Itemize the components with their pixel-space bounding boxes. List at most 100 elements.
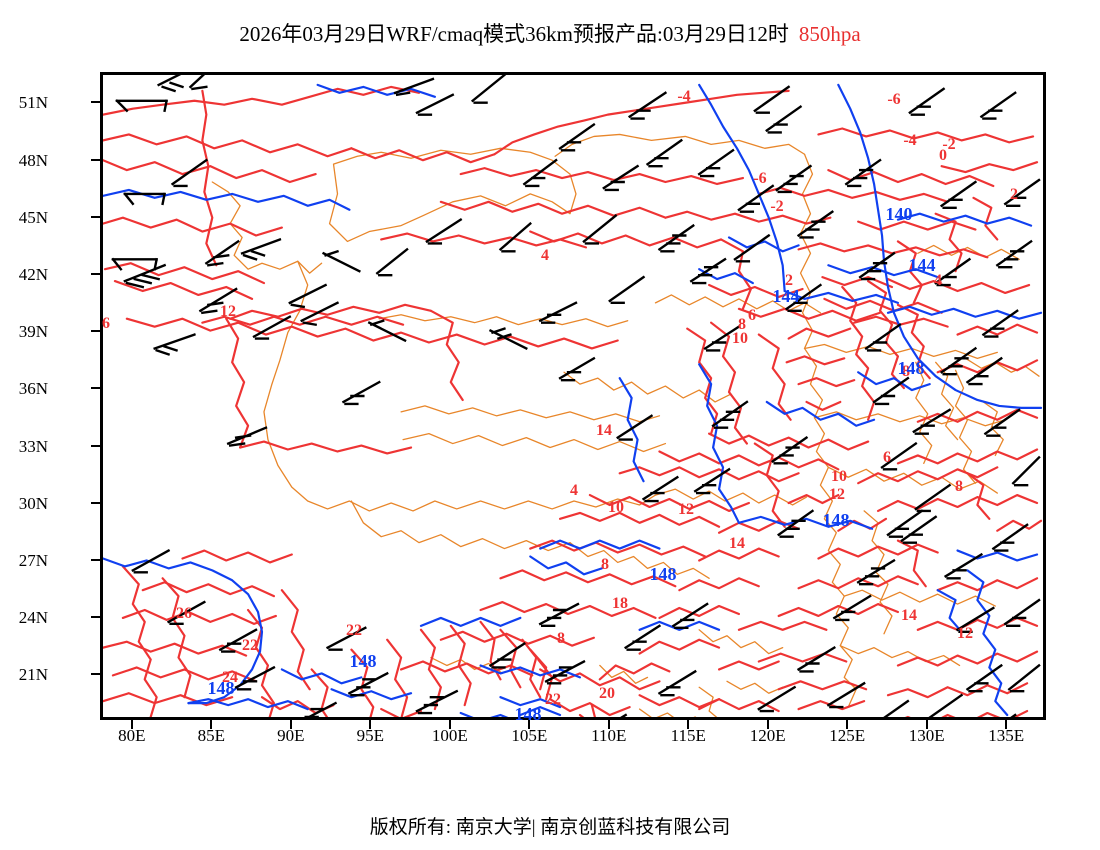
temperature-contour-label: -4: [677, 88, 691, 105]
temperature-contour-label: 8: [955, 478, 963, 495]
x-axis-tick-label: 125E: [829, 726, 866, 745]
y-axis-tick-label: 24N: [18, 608, 48, 628]
wind-barb-layer: [111, 75, 1041, 717]
y-axis-tick-mark: [91, 387, 100, 390]
height-contour-label: 148: [207, 678, 235, 698]
y-axis-tick-label: 45N: [18, 207, 48, 227]
temperature-contour-label: 4: [570, 482, 578, 499]
y-axis-tick-label: 39N: [18, 322, 48, 342]
temperature-contour-label: 4: [541, 247, 549, 264]
temperature-contour-label: 12: [957, 625, 973, 642]
x-axis-tick-mark: [766, 720, 769, 729]
y-axis-tick-mark: [91, 673, 100, 676]
y-axis-tick-label: 51N: [18, 93, 48, 113]
temperature-contour-label: 14: [729, 535, 745, 552]
x-axis-tick-label: 135E: [988, 726, 1025, 745]
coastline-layer: [211, 133, 1040, 717]
x-axis-tick-label: 85E: [197, 726, 225, 745]
x-axis-tick-label: 110E: [591, 726, 627, 745]
y-axis-tick-label: 27N: [18, 550, 48, 570]
temperature-contour-label: 8: [557, 630, 565, 647]
title-main-text: 2026年03月29日WRF/cmaq模式36km预报产品:03月29日12时: [239, 22, 789, 46]
weather-map-plot-area: [100, 72, 1046, 720]
temperature-contour-label: 2: [1010, 186, 1018, 203]
temperature-contour-label: 2: [785, 272, 793, 289]
y-axis-tick-mark: [91, 273, 100, 276]
temperature-contour-label: 10: [831, 468, 847, 485]
title-level-text: 850hpa: [798, 22, 861, 46]
x-axis-tick-label: 115E: [670, 726, 706, 745]
temperature-contour-label: 0: [939, 147, 947, 164]
x-axis-tick-mark: [289, 720, 292, 729]
temperature-contour-label: 22: [346, 622, 362, 639]
temperature-contour-label: -6: [887, 91, 901, 108]
x-axis-tick-label: 130E: [908, 726, 945, 745]
map-canvas: [103, 75, 1043, 717]
y-axis-tick-mark: [91, 330, 100, 333]
temperature-contour-label: 26: [176, 605, 192, 622]
temperature-contour-label: 22: [545, 691, 561, 708]
temperature-contour-layer: [103, 85, 1043, 717]
temperature-contour-label: 14: [901, 607, 917, 624]
temperature-contour-label: 18: [612, 595, 628, 612]
temperature-contour-label: -2: [770, 198, 784, 215]
x-axis-tick-mark: [846, 720, 849, 729]
x-axis-tick-label: 80E: [118, 726, 146, 745]
temperature-contour-label: 12: [220, 303, 236, 320]
x-axis-tick-mark: [210, 720, 213, 729]
y-axis-tick-label: 21N: [18, 665, 48, 685]
height-contour-layer: [103, 83, 1043, 717]
temperature-contour-label: 8: [902, 363, 910, 380]
y-axis-tick-mark: [91, 101, 100, 104]
x-axis-tick-mark: [369, 720, 372, 729]
x-axis-tick-mark: [130, 720, 133, 729]
y-axis-tick-label: 36N: [18, 379, 48, 399]
y-axis-tick-label: 48N: [18, 150, 48, 170]
y-axis-tick-label: 42N: [18, 265, 48, 285]
temperature-contour-label: 4: [934, 272, 942, 289]
x-axis-tick-label: 95E: [356, 726, 384, 745]
y-axis-tick-mark: [91, 558, 100, 561]
temperature-contour-label: 22: [242, 637, 258, 654]
y-axis-tick-mark: [91, 158, 100, 161]
height-contour-label: 148: [897, 358, 925, 378]
y-axis-tick-label: 33N: [18, 436, 48, 456]
temperature-contour-label: 20: [599, 685, 615, 702]
temperature-contour-label: 12: [678, 501, 694, 518]
temperature-contour-label: 6: [102, 315, 110, 332]
x-axis-tick-mark: [448, 720, 451, 729]
page-title: 2026年03月29日WRF/cmaq模式36km预报产品:03月29日12时 8…: [0, 18, 1100, 48]
x-axis-tick-mark: [1005, 720, 1008, 729]
y-axis-tick-label: 30N: [18, 493, 48, 513]
x-axis-tick-mark: [925, 720, 928, 729]
x-axis-tick-label: 120E: [749, 726, 786, 745]
temperature-contour-label: 10: [608, 499, 624, 516]
y-axis-tick-mark: [91, 215, 100, 218]
x-axis-tick-mark: [528, 720, 531, 729]
temperature-contour-label: -6: [753, 170, 767, 187]
height-contour-label: 140: [885, 204, 913, 224]
height-contour-label: 148: [514, 704, 542, 724]
copyright-footer: 版权所有: 南京大学| 南京创蓝科技有限公司: [0, 812, 1100, 839]
x-axis-tick-label: 105E: [511, 726, 548, 745]
height-contour-label: 144: [772, 286, 800, 306]
temperature-contour-label: 6: [748, 307, 756, 324]
y-axis-tick-mark: [91, 616, 100, 619]
x-axis-tick-label: 100E: [431, 726, 468, 745]
x-axis-tick-label: 90E: [277, 726, 305, 745]
y-axis-tick-mark: [91, 444, 100, 447]
copyright-text: 版权所有: 南京大学| 南京创蓝科技有限公司: [369, 817, 731, 838]
height-contour-label: 148: [822, 510, 850, 530]
height-contour-label: 148: [649, 564, 677, 584]
temperature-contour-label: 24: [222, 669, 238, 686]
temperature-contour-label: 8: [738, 316, 746, 333]
temperature-contour-label: 10: [732, 330, 748, 347]
x-axis-tick-mark: [607, 720, 610, 729]
y-axis-tick-mark: [91, 501, 100, 504]
temperature-contour-label: -4: [903, 132, 917, 149]
temperature-contour-label: 6: [883, 449, 891, 466]
temperature-contour-label: 8: [601, 556, 609, 573]
height-contour-label: 148: [349, 651, 377, 671]
temperature-contour-label: 14: [596, 422, 612, 439]
temperature-contour-label: 12: [829, 486, 845, 503]
